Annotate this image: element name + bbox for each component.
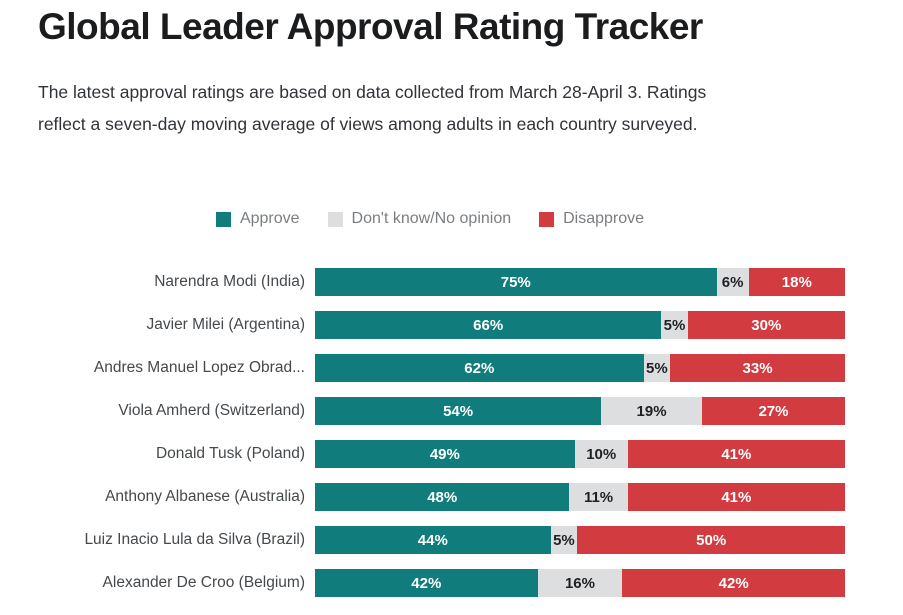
bar-segment-approve: 48% (315, 483, 570, 511)
chart-row: Javier Milei (Argentina) 66% 5% 30% (0, 311, 903, 339)
legend-swatch (539, 211, 555, 227)
bar-segment-disapprove: 42% (622, 569, 845, 597)
page-subtitle-line-2: reflect a seven-day moving average of vi… (38, 114, 698, 134)
bar-segment-approve: 49% (315, 440, 575, 468)
legend-swatch (327, 211, 343, 227)
leader-label: Alexander De Croo (Belgium) (102, 574, 305, 591)
bar-segment-don-t-know-no-opinion: 5% (643, 354, 671, 382)
bar-segment-approve: 75% (315, 268, 717, 296)
chart-row: Viola Amherd (Switzerland) 54% 19% 27% (0, 397, 903, 425)
chart-legend: Approve Don't know/No opinion Disapprove (0, 210, 860, 228)
bar-segment-disapprove: 41% (627, 483, 845, 511)
stacked-bar: 48% 11% 41% (315, 483, 845, 511)
chart-row: Anthony Albanese (Australia) 48% 11% 41% (0, 483, 903, 511)
bar-segment-disapprove: 50% (577, 526, 845, 554)
legend-item: Don't know/No opinion (327, 210, 512, 228)
bar-segment-don-t-know-no-opinion: 5% (550, 526, 578, 554)
chart-row: Andres Manuel Lopez Obrad... 62% 5% 33% (0, 354, 903, 382)
bar-segment-approve: 54% (315, 397, 602, 425)
leader-label: Andres Manuel Lopez Obrad... (93, 359, 305, 376)
chart-row: Donald Tusk (Poland) 49% 10% 41% (0, 440, 903, 468)
leader-label: Viola Amherd (Switzerland) (118, 402, 305, 419)
bar-segment-approve: 44% (315, 526, 551, 554)
leader-label: Narendra Modi (India) (154, 273, 305, 290)
bar-segment-don-t-know-no-opinion: 5% (661, 311, 688, 339)
legend-label: Don't know/No opinion (351, 210, 512, 227)
approval-bar-chart: Narendra Modi (India) 75% 6% 18% Javier Mi… (0, 268, 903, 597)
legend-swatch (215, 211, 231, 227)
chart-row: Alexander De Croo (Belgium) 42% 16% 42% (0, 569, 903, 597)
stacked-bar: 62% 5% 33% (315, 354, 845, 382)
bar-segment-disapprove: 18% (748, 268, 845, 296)
stacked-bar: 54% 19% 27% (315, 397, 845, 425)
stacked-bar: 42% 16% 42% (315, 569, 845, 597)
bar-segment-disapprove: 30% (687, 311, 845, 339)
chart-row: Narendra Modi (India) 75% 6% 18% (0, 268, 903, 296)
stacked-bar: 75% 6% 18% (315, 268, 845, 296)
chart-row: Luiz Inacio Lula da Silva (Brazil) 44% 5%… (0, 526, 903, 554)
legend-item: Approve (215, 210, 300, 228)
legend-label: Approve (239, 210, 300, 227)
leader-label: Anthony Albanese (Australia) (105, 488, 305, 505)
stacked-bar: 44% 5% 50% (315, 526, 845, 554)
bar-segment-disapprove: 33% (670, 354, 845, 382)
stacked-bar: 66% 5% 30% (315, 311, 845, 339)
page-subtitle: The latest approval ratings are based on… (38, 76, 903, 140)
page-subtitle-line-1: The latest approval ratings are based on… (38, 82, 707, 102)
bar-segment-approve: 42% (315, 569, 538, 597)
page-title: Global Leader Approval Rating Tracker (38, 6, 703, 47)
bar-segment-don-t-know-no-opinion: 16% (537, 569, 623, 597)
legend-item: Disapprove (539, 210, 644, 228)
bar-segment-don-t-know-no-opinion: 11% (569, 483, 628, 511)
leader-label: Donald Tusk (Poland) (155, 445, 305, 462)
bar-segment-approve: 62% (315, 354, 644, 382)
bar-segment-don-t-know-no-opinion: 6% (716, 268, 749, 296)
legend-label: Disapprove (563, 210, 645, 227)
stacked-bar: 49% 10% 41% (315, 440, 845, 468)
bar-segment-disapprove: 41% (627, 440, 845, 468)
bar-segment-don-t-know-no-opinion: 19% (601, 397, 702, 425)
bar-segment-disapprove: 27% (701, 397, 845, 425)
leader-label: Javier Milei (Argentina) (146, 316, 306, 333)
bar-segment-approve: 66% (315, 311, 662, 339)
bar-segment-don-t-know-no-opinion: 10% (574, 440, 628, 468)
leader-label: Luiz Inacio Lula da Silva (Brazil) (84, 531, 305, 548)
